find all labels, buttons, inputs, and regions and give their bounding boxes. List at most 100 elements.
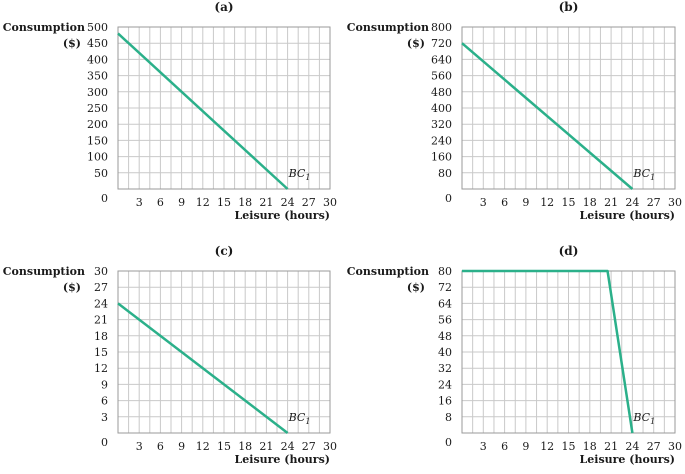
series-line-bc1 [117,32,289,190]
x-tick-label: 24 [281,440,295,453]
y-tick-label: 320 [431,118,452,131]
series-label-subscript: 1 [650,417,655,426]
origin-label: 0 [445,192,452,205]
x-tick-label: 27 [647,196,661,209]
y-tick-label: 80 [438,167,452,180]
y-tick-label: 500 [87,21,108,34]
x-tick-label: 9 [178,196,185,209]
x-tick-label: 18 [583,440,597,453]
y-tick-label: 50 [94,167,108,180]
x-tick-label: 21 [604,196,618,209]
x-tick-label: 12 [540,196,554,209]
y-tick-label: 400 [87,53,108,66]
x-tick-label: 18 [238,196,252,209]
y-tick-label: 250 [87,102,108,115]
y-tick-label: 30 [94,265,108,278]
y-tick-label: 12 [94,362,108,375]
x-tick-label: 3 [480,440,487,453]
x-tick-label: 12 [196,440,210,453]
x-tick-label: 21 [604,440,618,453]
x-tick-label: 3 [480,196,487,209]
chart-panel-c: 3 6 9 12 15 18 21 24 27 30 3 6 9 12 15 18 21 24 27 30 0 (c) Co… [3,244,337,466]
y-tick-label: 32 [438,362,452,375]
y-tick-label: 9 [101,378,108,391]
x-tick-label: 6 [157,196,164,209]
series-line-bc1 [117,302,289,434]
y-tick-label: 100 [87,151,108,164]
y-tick-label: 450 [87,37,108,50]
y-tick-label: 80 [438,265,452,278]
chart-title: (c) [215,244,234,258]
plot-frame [461,26,676,190]
x-tick-label: 9 [522,196,529,209]
y-axis-label-unit: ($) [407,281,425,294]
y-tick-label: 24 [438,378,452,391]
plot-frame [117,26,331,190]
y-tick-label: 64 [438,297,452,310]
series-label: BC1 [632,167,655,182]
y-tick-label: 3 [101,411,108,424]
x-tick-label: 6 [501,440,508,453]
series-label: BC1 [632,411,655,426]
y-tick-label: 40 [438,346,452,359]
y-tick-label: 27 [94,281,108,294]
x-axis-label: Leisure (hours) [580,209,675,222]
y-axis-label: Consumption [347,21,429,34]
y-tick-label: 18 [94,330,108,343]
x-tick-label: 15 [217,440,231,453]
y-tick-label: 300 [87,86,108,99]
y-tick-label: 240 [431,134,452,147]
plot-frame [117,270,331,434]
x-tick-label: 27 [647,440,661,453]
x-tick-label: 6 [157,440,164,453]
y-tick-label: 480 [431,86,452,99]
x-tick-label: 9 [178,440,185,453]
x-tick-label: 9 [522,440,529,453]
x-tick-label: 21 [259,196,273,209]
x-tick-label: 30 [668,196,682,209]
x-tick-label: 15 [562,196,576,209]
x-tick-label: 3 [136,440,143,453]
x-tick-label: 30 [323,440,337,453]
y-tick-label: 16 [438,395,452,408]
origin-label: 0 [101,436,108,449]
y-tick-label: 560 [431,70,452,83]
x-tick-label: 24 [625,440,639,453]
y-axis-label: Consumption [3,21,85,34]
series-label-subscript: 1 [305,417,310,426]
x-tick-label: 12 [196,196,210,209]
y-tick-label: 21 [94,314,108,327]
x-tick-label: 27 [302,196,316,209]
y-axis-label: Consumption [3,265,85,278]
x-tick-label: 24 [625,196,639,209]
y-tick-label: 6 [101,395,108,408]
x-tick-label: 30 [668,440,682,453]
chart-title: (b) [559,0,579,14]
y-tick-label: 56 [438,314,452,327]
x-tick-label: 18 [583,196,597,209]
y-tick-label: 200 [87,118,108,131]
chart-title: (d) [559,244,579,258]
x-tick-label: 21 [259,440,273,453]
x-tick-label: 6 [501,196,508,209]
series-label-subscript: 1 [650,173,655,182]
y-axis-label-unit: ($) [63,37,81,50]
series-label: BC1 [288,411,311,426]
series-label-subscript: 1 [305,173,310,182]
x-tick-label: 12 [540,440,554,453]
y-tick-label: 24 [94,297,108,310]
series-line-bc1 [462,269,634,434]
y-tick-label: 350 [87,70,108,83]
x-tick-label: 15 [562,440,576,453]
origin-label: 0 [101,192,108,205]
x-tick-label: 30 [323,196,337,209]
y-axis-label-unit: ($) [407,37,425,50]
series-label: BC1 [288,167,311,182]
y-tick-label: 640 [431,53,452,66]
x-axis-label: Leisure (hours) [235,209,330,222]
x-axis-label: Leisure (hours) [580,453,675,466]
y-tick-label: 400 [431,102,452,115]
x-tick-label: 24 [281,196,295,209]
